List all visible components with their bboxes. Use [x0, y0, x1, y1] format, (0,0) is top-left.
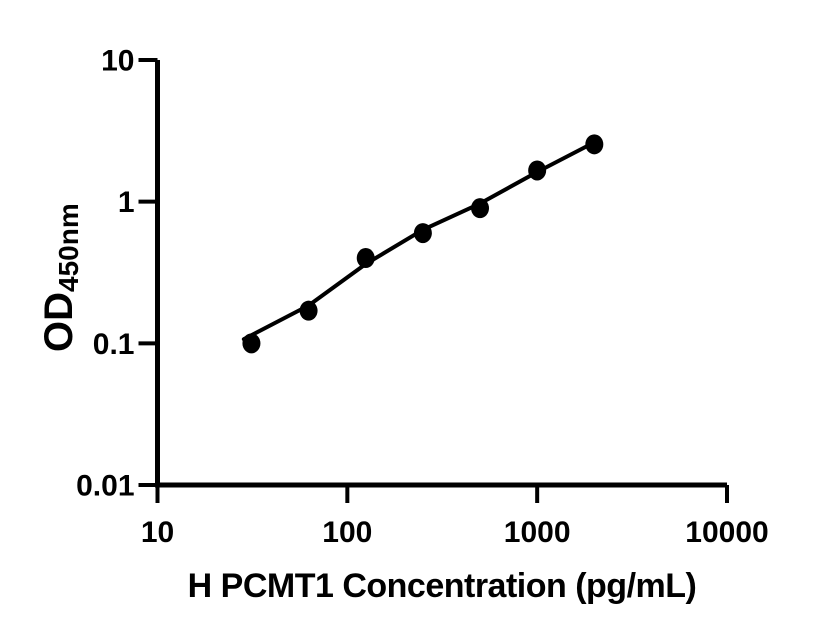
y-tick-label: 1	[118, 186, 135, 219]
y-tick-label: 0.1	[93, 328, 135, 361]
y-axis-title: OD450nm	[37, 203, 84, 352]
y-axis-title-subscript: 450nm	[53, 203, 84, 292]
data-point	[299, 300, 318, 321]
data-point	[471, 198, 490, 219]
data-point	[242, 333, 261, 354]
x-tick-label: 1000	[504, 516, 571, 549]
x-axis-title: H PCMT1 Concentration (pg/mL)	[188, 567, 697, 605]
data-point	[356, 248, 375, 269]
y-axis-title-main: OD	[37, 292, 81, 352]
data-point	[528, 160, 547, 181]
x-tick-label: 10	[141, 516, 174, 549]
y-tick-label: 0.01	[76, 470, 134, 503]
y-tick-label: 10	[101, 45, 134, 78]
data-point	[585, 134, 604, 155]
data-point	[413, 223, 432, 244]
x-tick-label: 10000	[685, 516, 768, 549]
x-tick-label: 100	[322, 516, 372, 549]
